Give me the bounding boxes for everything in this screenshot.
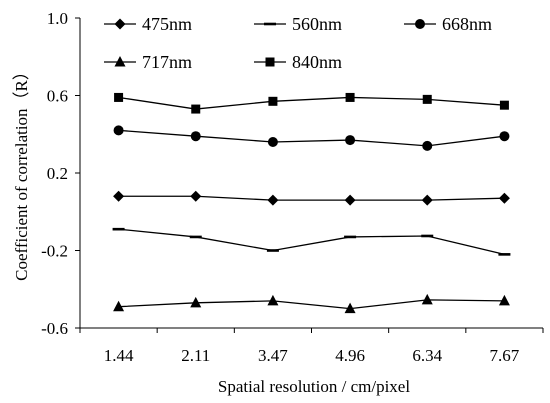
series-717nm xyxy=(113,293,510,314)
data-point xyxy=(267,137,278,147)
legend-item: 560nm xyxy=(254,14,342,34)
legend-marker xyxy=(265,57,275,67)
series-layer xyxy=(112,92,511,314)
x-tick-label: 2.11 xyxy=(181,346,210,365)
data-point xyxy=(189,235,202,239)
legend-marker xyxy=(264,22,276,26)
y-axis-title: Coefficient of correlation（R） xyxy=(12,63,31,281)
data-point xyxy=(421,293,433,305)
data-point xyxy=(499,100,509,110)
x-tick-label: 7.67 xyxy=(490,346,520,365)
legend-item: 668nm xyxy=(404,14,492,34)
data-point xyxy=(344,302,356,314)
series-line xyxy=(118,195,505,201)
legend-marker xyxy=(415,19,425,29)
data-point xyxy=(190,131,201,142)
x-tick-label: 4.96 xyxy=(335,346,365,365)
series-line xyxy=(118,228,505,256)
data-point xyxy=(268,96,278,106)
legend-marker xyxy=(114,18,126,30)
data-point xyxy=(113,190,125,202)
series-line xyxy=(118,96,505,110)
y-axis-ticks: 1.0 0.6 0.2 -0.2 -0.6 xyxy=(41,9,80,338)
data-point xyxy=(344,235,357,239)
y-tick-label: -0.2 xyxy=(41,242,68,261)
data-point xyxy=(421,234,434,238)
data-point xyxy=(114,92,124,102)
data-point xyxy=(190,296,202,308)
data-point xyxy=(345,92,355,102)
data-point xyxy=(266,249,279,252)
data-point xyxy=(422,140,433,151)
x-axis-ticks: 1.44 2.11 3.47 4.96 6.34 7.67 xyxy=(79,328,544,365)
legend-item: 717nm xyxy=(104,52,192,72)
legend-label: 668nm xyxy=(442,14,492,34)
data-point xyxy=(113,125,124,136)
series-line xyxy=(118,129,505,147)
legend-item: 475nm xyxy=(104,14,192,34)
legend-label: 717nm xyxy=(142,52,192,72)
series-560nm xyxy=(112,227,511,256)
data-point xyxy=(499,131,510,142)
y-tick-label: -0.6 xyxy=(41,319,68,338)
legend-marker xyxy=(114,56,126,67)
data-point xyxy=(422,94,432,104)
data-point xyxy=(498,192,510,204)
data-point xyxy=(267,194,279,206)
x-axis-title: Spatial resolution / cm/pixel xyxy=(218,377,410,396)
legend-label: 840nm xyxy=(292,52,342,72)
data-point xyxy=(498,253,511,256)
data-point xyxy=(190,190,202,202)
series-475nm xyxy=(113,190,510,206)
legend: 475nm 560nm 668nm 717nm 840nm xyxy=(104,14,492,72)
series-840nm xyxy=(114,92,509,114)
legend-label: 475nm xyxy=(142,14,192,34)
y-tick-label: 0.6 xyxy=(47,87,68,106)
x-tick-label: 6.34 xyxy=(412,346,442,365)
x-tick-label: 1.44 xyxy=(104,346,134,365)
legend-label: 560nm xyxy=(292,14,342,34)
data-point xyxy=(344,194,356,206)
data-point xyxy=(498,294,510,306)
data-point xyxy=(112,227,125,231)
series-668nm xyxy=(113,125,510,151)
data-point xyxy=(191,104,201,114)
data-point xyxy=(113,300,125,312)
data-point xyxy=(345,135,356,146)
y-tick-label: 0.2 xyxy=(47,164,68,183)
series-line xyxy=(118,299,505,310)
y-tick-label: 1.0 xyxy=(47,9,68,28)
data-point xyxy=(267,294,279,306)
data-point xyxy=(421,194,433,206)
x-tick-label: 3.47 xyxy=(258,346,288,365)
legend-item: 840nm xyxy=(254,52,342,72)
